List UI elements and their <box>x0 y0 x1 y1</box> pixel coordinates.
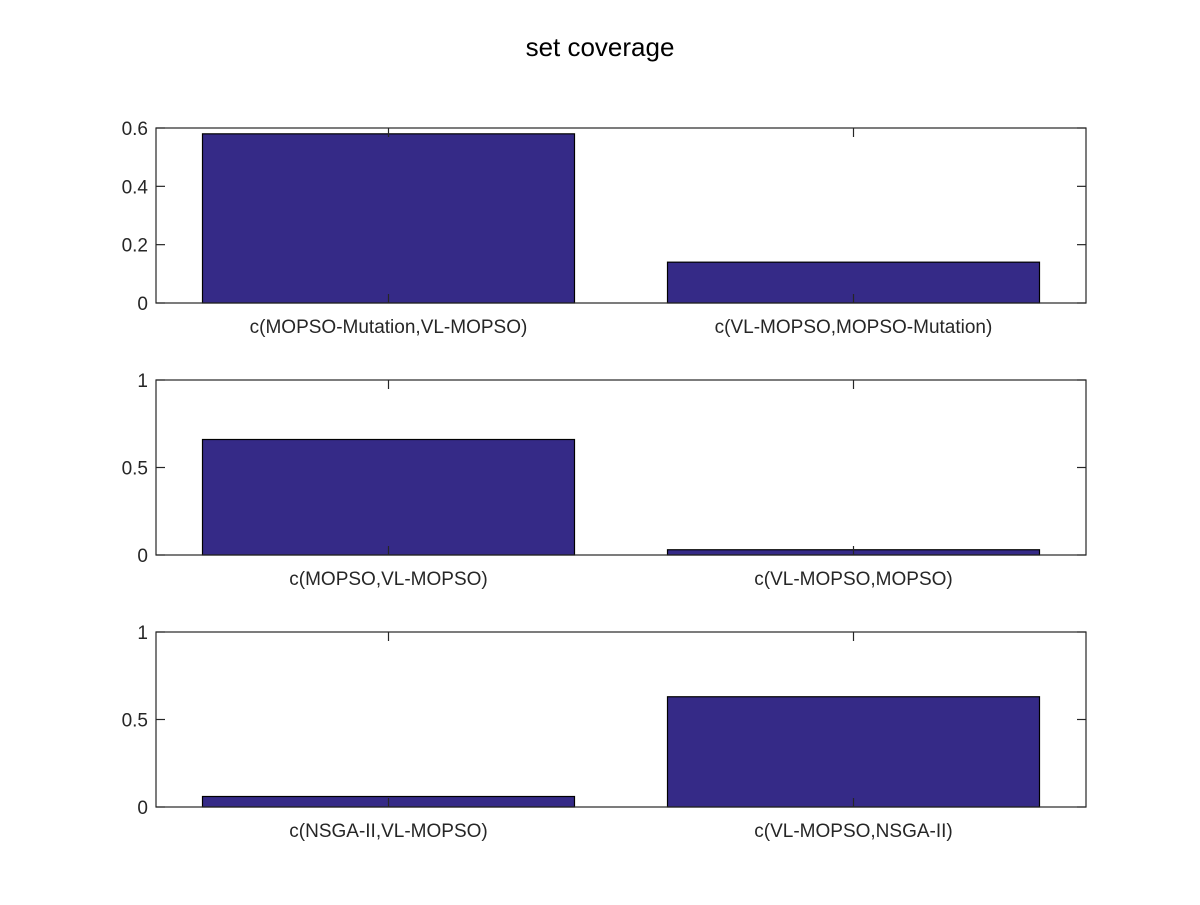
ytick-label-2-3: 1 <box>137 371 148 392</box>
ytick-label-2-2: 0.5 <box>122 459 148 480</box>
xtick-label-3-2: c(VL-MOPSO,NSGA-II) <box>754 821 952 842</box>
bar-3-2 <box>666 696 1041 808</box>
ytick-label-1-2: 0.2 <box>122 236 148 257</box>
figure-title: set coverage <box>526 32 675 62</box>
subplot-2: 0 0.5 1 c(MOPSO,VL-MOPSO) c(VL-MOPSO,MOPSO) <box>122 371 1087 590</box>
ytick-label-2-1: 0 <box>137 546 148 567</box>
bar-1-1 <box>201 133 576 304</box>
bar-2-1 <box>201 438 576 556</box>
ytick-label-3-1: 0 <box>137 798 148 819</box>
xtick-label-1-1: c(MOPSO-Mutation,VL-MOPSO) <box>250 317 528 338</box>
ytick-label-3-2: 0.5 <box>122 711 148 732</box>
xtick-label-2-2: c(VL-MOPSO,MOPSO) <box>754 569 952 590</box>
xtick-label-2-1: c(MOPSO,VL-MOPSO) <box>289 569 487 590</box>
xtick-label-3-1: c(NSGA-II,VL-MOPSO) <box>289 821 487 842</box>
subplots: 0 0.2 0.4 0.6 c(MOPSO-Mutation,VL-MOPSO) c(VL… <box>122 119 1087 842</box>
ytick-label-1-4: 0.6 <box>122 119 148 140</box>
axes-box-1 <box>155 127 1087 304</box>
subplot-1: 0 0.2 0.4 0.6 c(MOPSO-Mutation,VL-MOPSO) c(VL… <box>122 119 1087 338</box>
ytick-label-1-3: 0.4 <box>122 177 149 198</box>
ytick-label-3-3: 1 <box>137 623 148 644</box>
ytick-label-1-1: 0 <box>137 294 148 315</box>
subplot-3: 0 0.5 1 c(NSGA-II,VL-MOPSO) c(VL-MOPSO,NSGA-… <box>122 623 1087 842</box>
xtick-label-1-2: c(VL-MOPSO,MOPSO-Mutation) <box>715 317 993 338</box>
